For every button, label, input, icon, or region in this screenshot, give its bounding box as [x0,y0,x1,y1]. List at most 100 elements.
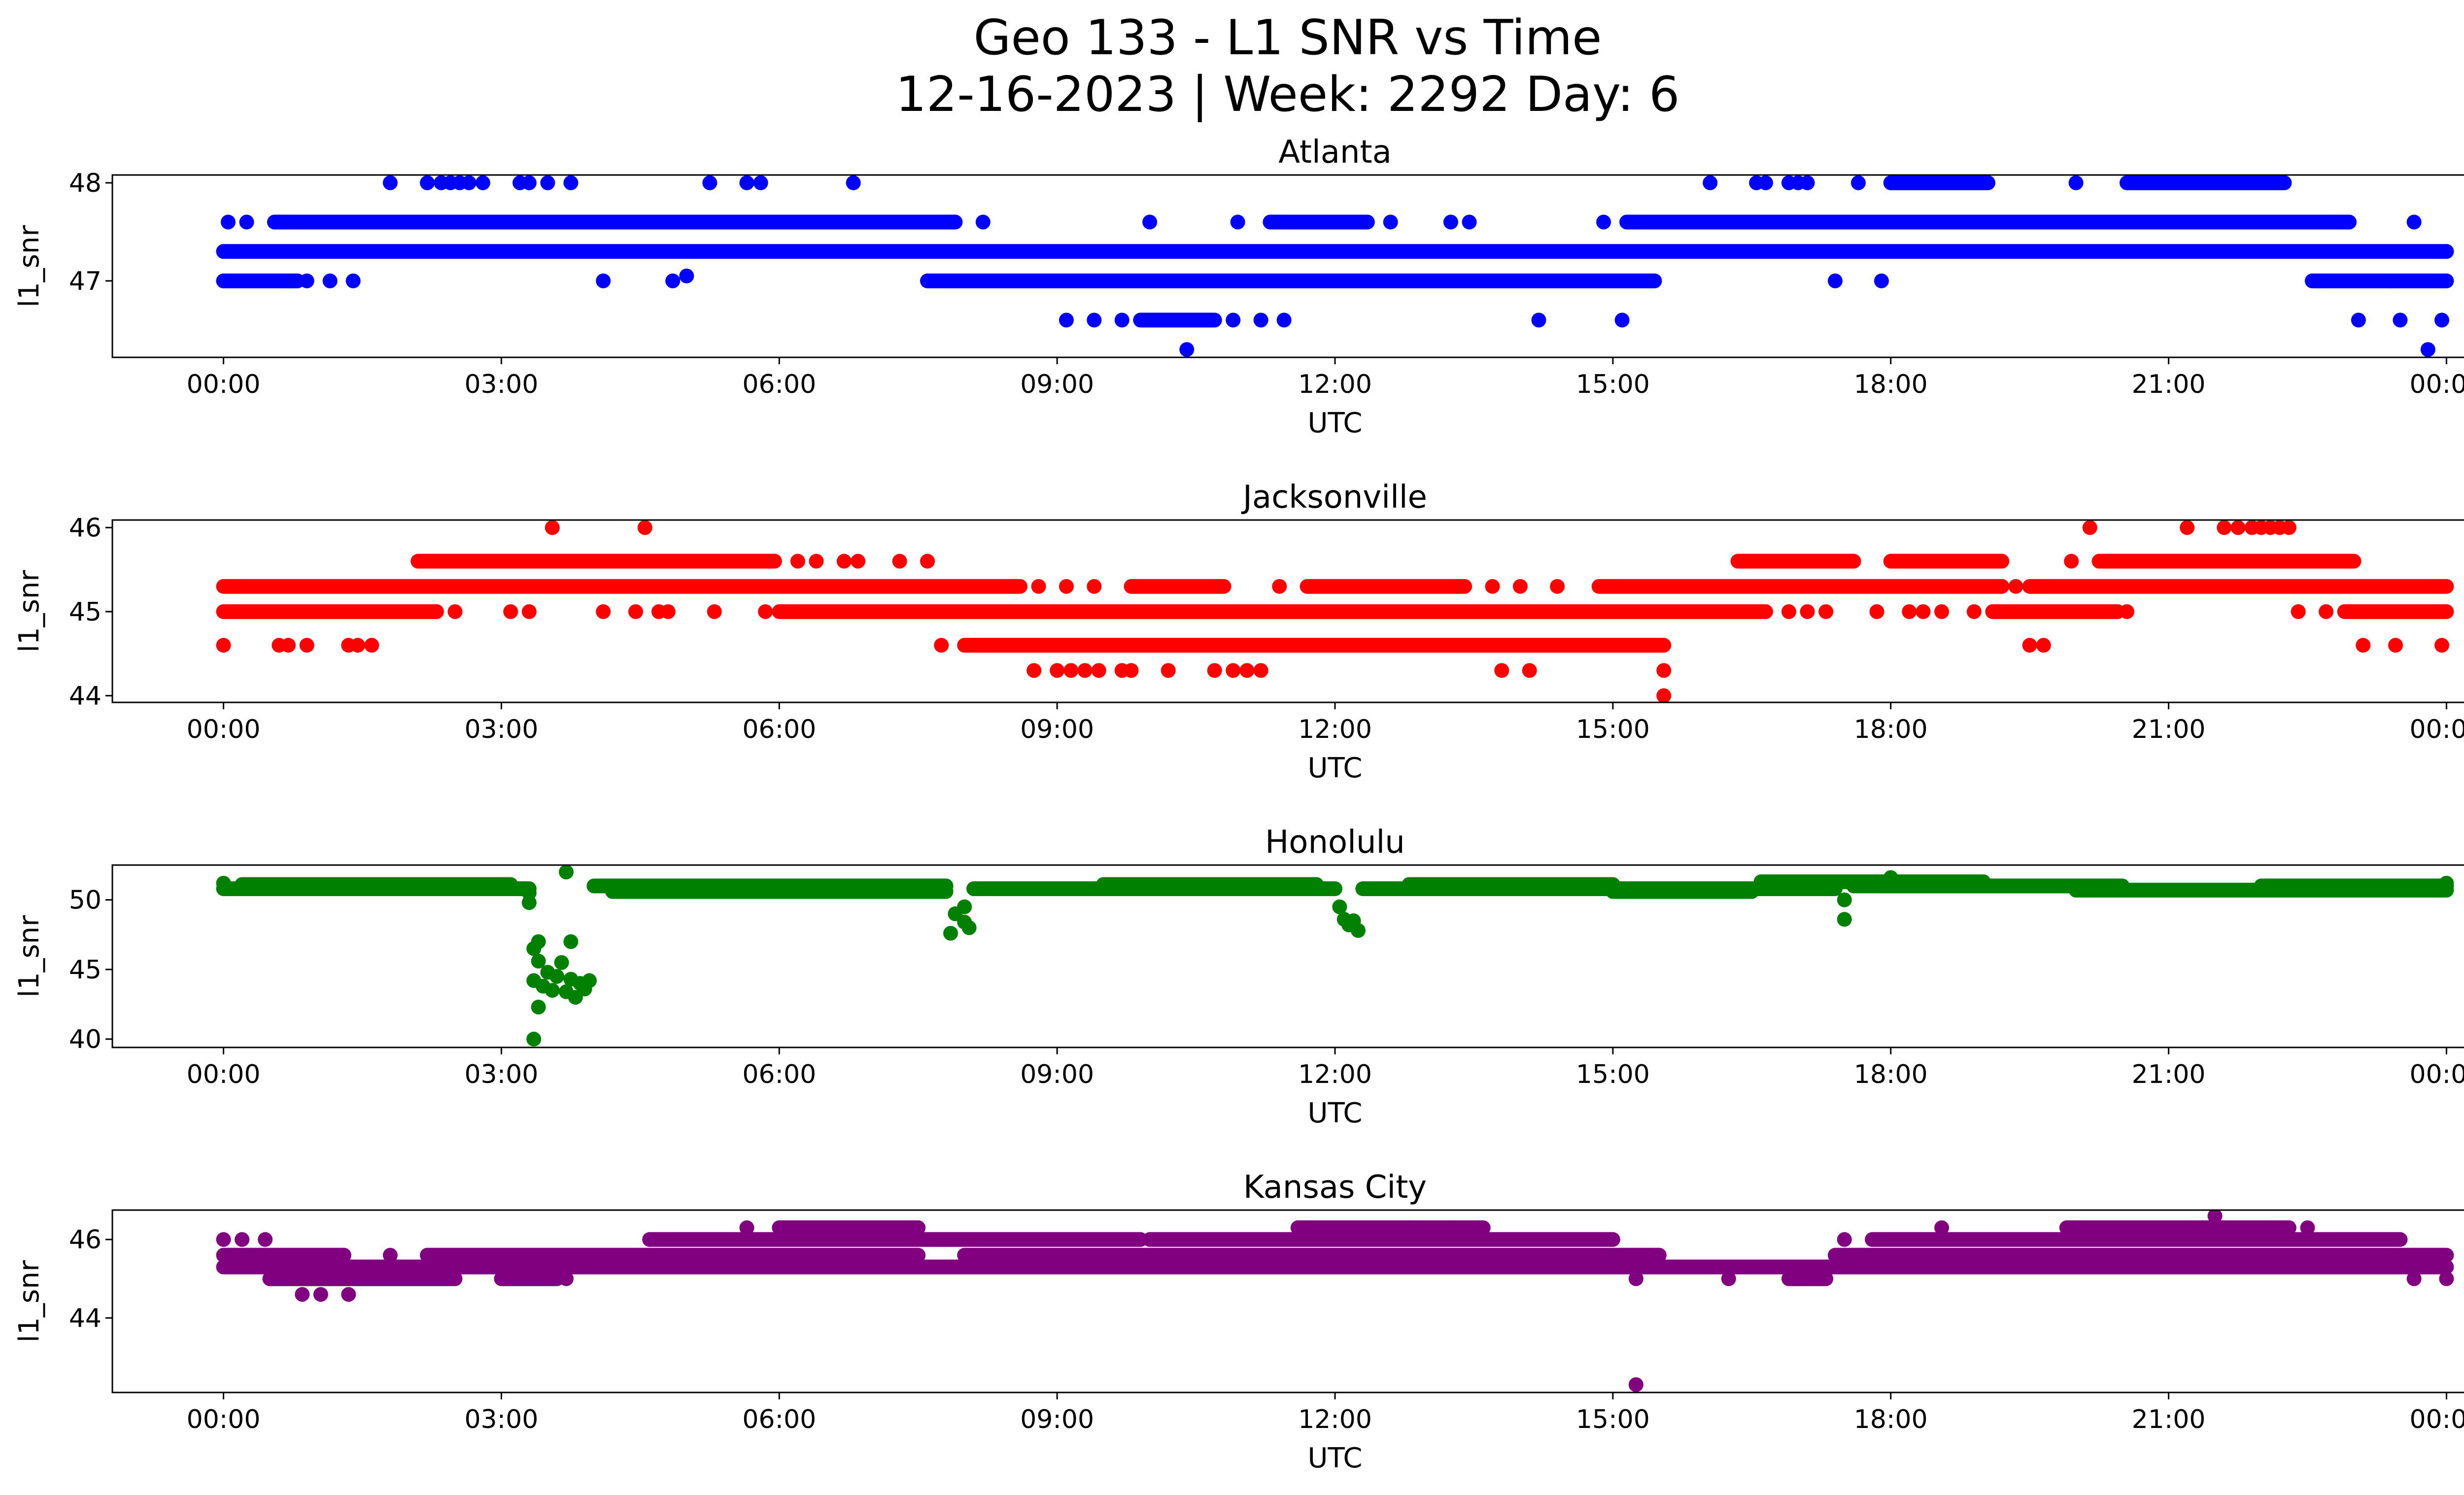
data-point [239,214,254,230]
data-point [1087,313,1102,328]
data-point [1226,663,1241,678]
y-axis-label: l1_snr [13,1260,45,1343]
data-point [846,175,861,190]
data-point [1628,1271,1643,1286]
data-point [447,604,463,619]
data-point [558,1271,574,1286]
data-point [1512,579,1528,594]
data-point [258,1232,273,1247]
x-tick-label: 09:00 [1020,1405,1094,1434]
data-point [1902,604,1917,619]
panel-title: Honolulu [1265,824,1405,861]
x-tick-label: 00:00 [187,1405,261,1434]
data-point [934,638,949,653]
data-point [526,1032,542,1047]
y-tick-label: 44 [69,1304,102,1333]
x-tick-label: 03:00 [464,1060,538,1089]
data-point [628,604,643,619]
data-point [531,953,546,969]
y-tick-label: 40 [69,1025,102,1054]
data-point [1596,214,1611,230]
data-point [1800,175,1815,190]
x-tick-label: 06:00 [742,1060,816,1089]
x-tick-label: 06:00 [742,1405,816,1434]
data-point [545,520,560,535]
x-tick-label: 21:00 [2132,370,2206,399]
data-point [364,638,379,653]
x-tick-label: 03:00 [464,1405,538,1434]
data-point [1402,1220,1417,1235]
data-point [776,1220,791,1235]
x-tick-label: 03:00 [464,715,538,744]
data-point [1207,663,1222,678]
data-points [216,520,2454,702]
data-point [753,175,768,190]
data-point [1050,663,1065,678]
data-point [957,899,972,914]
y-axis-label: l1_snr [13,915,45,998]
x-tick-label: 03:00 [464,370,538,399]
x-tick-label: 12:00 [1298,1405,1372,1434]
data-point [1934,1220,1950,1235]
data-point [1656,663,1672,678]
data-point [216,1232,231,1247]
data-point [596,273,611,288]
data-point [1059,579,1074,594]
data-point [216,273,231,288]
data-point [2217,520,2232,535]
data-point [1800,604,1815,619]
y-axis-label: l1_snr [13,570,45,653]
data-point [1179,342,1195,357]
x-tick-label: 00:00 [2410,1405,2464,1434]
data-point [521,885,537,901]
data-point [216,875,231,891]
data-point [582,973,597,988]
x-tick-label: 18:00 [1854,370,1928,399]
x-tick-label: 00:00 [187,715,261,744]
data-point [1239,663,1255,678]
data-point [420,175,435,190]
data-point [2439,875,2454,891]
data-point [2434,313,2450,328]
panels: Atlanta 00:00 03:00 06:00 09:00 12:00 15:00 18:… [13,134,2464,1474]
data-point [1628,1377,1643,1392]
data-point [1031,579,1046,594]
x-tick-label: 21:00 [2132,1060,2206,1089]
x-tick-label: 21:00 [2132,1405,2206,1434]
data-point [2180,520,2195,535]
data-point [554,955,569,970]
data-point [2356,638,2371,653]
y-tick-label: 46 [69,1225,102,1255]
data-point [1874,273,1889,288]
figure-title-line1: Geo 133 - L1 SNR vs Time [974,10,1602,66]
data-points [216,1210,2454,1392]
data-point [758,604,773,619]
data-point [739,175,754,190]
data-point [975,214,991,230]
data-point [2064,554,2079,569]
data-point [1837,912,1852,927]
data-point [2406,214,2422,230]
data-point [1869,604,1884,619]
data-point [1142,214,1158,230]
data-point [220,214,236,230]
data-point [235,1232,250,1247]
data-point [1758,175,1773,190]
data-point [2022,638,2037,653]
data-point [1818,604,1834,619]
data-point [216,244,231,259]
data-point [637,520,652,535]
data-point [2351,313,2366,328]
data-point [1966,604,1982,619]
data-point [1721,1271,1736,1286]
data-point [851,554,866,569]
data-point [540,175,555,190]
x-tick-label: 12:00 [1298,1060,1372,1089]
data-point [2230,520,2246,535]
data-point [1161,663,1176,678]
data-point [702,175,718,190]
data-point [1916,604,1931,619]
y-tick-label: 48 [69,169,102,198]
data-point [961,920,977,936]
data-point [299,273,314,288]
